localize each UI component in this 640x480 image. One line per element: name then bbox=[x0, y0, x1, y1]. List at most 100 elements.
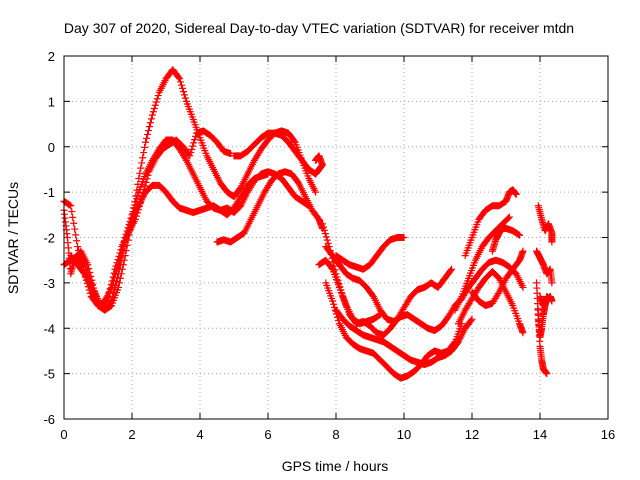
data-point bbox=[113, 274, 121, 282]
plot-frame bbox=[63, 55, 609, 420]
data-point bbox=[117, 246, 125, 254]
data-point bbox=[519, 247, 527, 255]
data-point bbox=[139, 154, 147, 162]
data-point bbox=[180, 91, 188, 99]
data-point bbox=[142, 178, 150, 186]
data-point bbox=[111, 285, 119, 293]
x-tick-label: 8 bbox=[332, 427, 339, 442]
data-point bbox=[191, 136, 199, 144]
data-point bbox=[515, 231, 523, 239]
data-point bbox=[290, 137, 298, 145]
x-tick-label: 16 bbox=[601, 427, 615, 442]
series-20 bbox=[534, 306, 551, 378]
data-point bbox=[144, 130, 152, 138]
data-point bbox=[319, 223, 327, 231]
data-point bbox=[69, 213, 77, 221]
data-point bbox=[318, 220, 326, 228]
data-point bbox=[504, 214, 512, 222]
data-point bbox=[135, 175, 143, 183]
y-tick-label: -3 bbox=[43, 276, 55, 291]
data-point bbox=[108, 297, 116, 305]
data-point bbox=[543, 370, 551, 378]
data-point bbox=[72, 231, 80, 239]
data-point bbox=[137, 196, 145, 204]
data-point bbox=[138, 159, 146, 167]
data-point bbox=[494, 290, 502, 298]
data-point bbox=[320, 226, 328, 234]
data-point bbox=[512, 190, 520, 198]
data-point bbox=[90, 284, 98, 292]
data-point bbox=[152, 98, 160, 106]
data-point bbox=[103, 294, 111, 302]
x-tick-label: 12 bbox=[465, 427, 479, 442]
series-4 bbox=[60, 127, 235, 312]
data-point bbox=[312, 156, 320, 164]
data-point bbox=[66, 201, 74, 209]
data-point bbox=[68, 208, 76, 216]
data-point bbox=[323, 236, 331, 244]
data-point bbox=[85, 265, 93, 273]
data-point bbox=[150, 105, 158, 113]
data-point bbox=[104, 292, 112, 300]
data-point bbox=[107, 298, 115, 306]
data-point bbox=[190, 139, 198, 147]
data-point bbox=[89, 280, 97, 288]
y-tick-label: -2 bbox=[43, 231, 55, 246]
data-point bbox=[143, 134, 151, 142]
x-axis-label: GPS time / hours bbox=[282, 458, 389, 474]
data-point bbox=[73, 237, 81, 245]
data-point bbox=[328, 264, 336, 272]
y-tick-label: -1 bbox=[43, 185, 55, 200]
x-tick-label: 6 bbox=[264, 427, 271, 442]
y-tick-label: -5 bbox=[43, 367, 55, 382]
y-tick-label: -6 bbox=[43, 412, 55, 427]
series-22 bbox=[536, 292, 556, 310]
series-16 bbox=[468, 247, 527, 310]
series-8 bbox=[322, 243, 527, 335]
data-point bbox=[109, 293, 117, 301]
data-point bbox=[138, 193, 146, 201]
data-point bbox=[181, 155, 189, 163]
data-point bbox=[179, 88, 187, 96]
data-point bbox=[108, 277, 116, 285]
data-point bbox=[188, 145, 196, 153]
data-point bbox=[67, 202, 75, 210]
data-point bbox=[110, 289, 118, 297]
data-point bbox=[74, 243, 82, 251]
data-point bbox=[107, 281, 115, 289]
data-point bbox=[153, 95, 161, 103]
data-point bbox=[112, 262, 120, 270]
data-point bbox=[133, 209, 141, 217]
data-point bbox=[106, 285, 114, 293]
data-point bbox=[135, 202, 143, 210]
data-point bbox=[312, 188, 320, 196]
data-point bbox=[105, 289, 113, 297]
data-point bbox=[505, 213, 513, 221]
data-point bbox=[132, 212, 140, 220]
data-point bbox=[109, 273, 117, 281]
x-tick-label: 14 bbox=[533, 427, 547, 442]
data-point bbox=[110, 269, 118, 277]
data-point bbox=[117, 256, 125, 264]
data-point bbox=[519, 283, 527, 291]
series-9 bbox=[322, 279, 466, 382]
data-point bbox=[187, 149, 195, 157]
data-point bbox=[115, 252, 123, 260]
data-point bbox=[375, 311, 383, 319]
data-point bbox=[112, 278, 120, 286]
series-13 bbox=[451, 213, 513, 314]
x-tick-label: 10 bbox=[397, 427, 411, 442]
series-6 bbox=[230, 129, 326, 178]
data-point bbox=[516, 231, 524, 239]
data-point bbox=[140, 149, 148, 157]
data-point bbox=[86, 269, 94, 277]
data-point bbox=[114, 256, 122, 264]
y-tick-label: -4 bbox=[43, 321, 55, 336]
series-11 bbox=[332, 306, 476, 369]
y-tick-label: 0 bbox=[48, 140, 55, 155]
data-point bbox=[548, 279, 556, 287]
data-point bbox=[114, 270, 122, 278]
series-5 bbox=[213, 168, 326, 246]
data-point bbox=[330, 300, 338, 308]
data-point bbox=[133, 195, 141, 203]
